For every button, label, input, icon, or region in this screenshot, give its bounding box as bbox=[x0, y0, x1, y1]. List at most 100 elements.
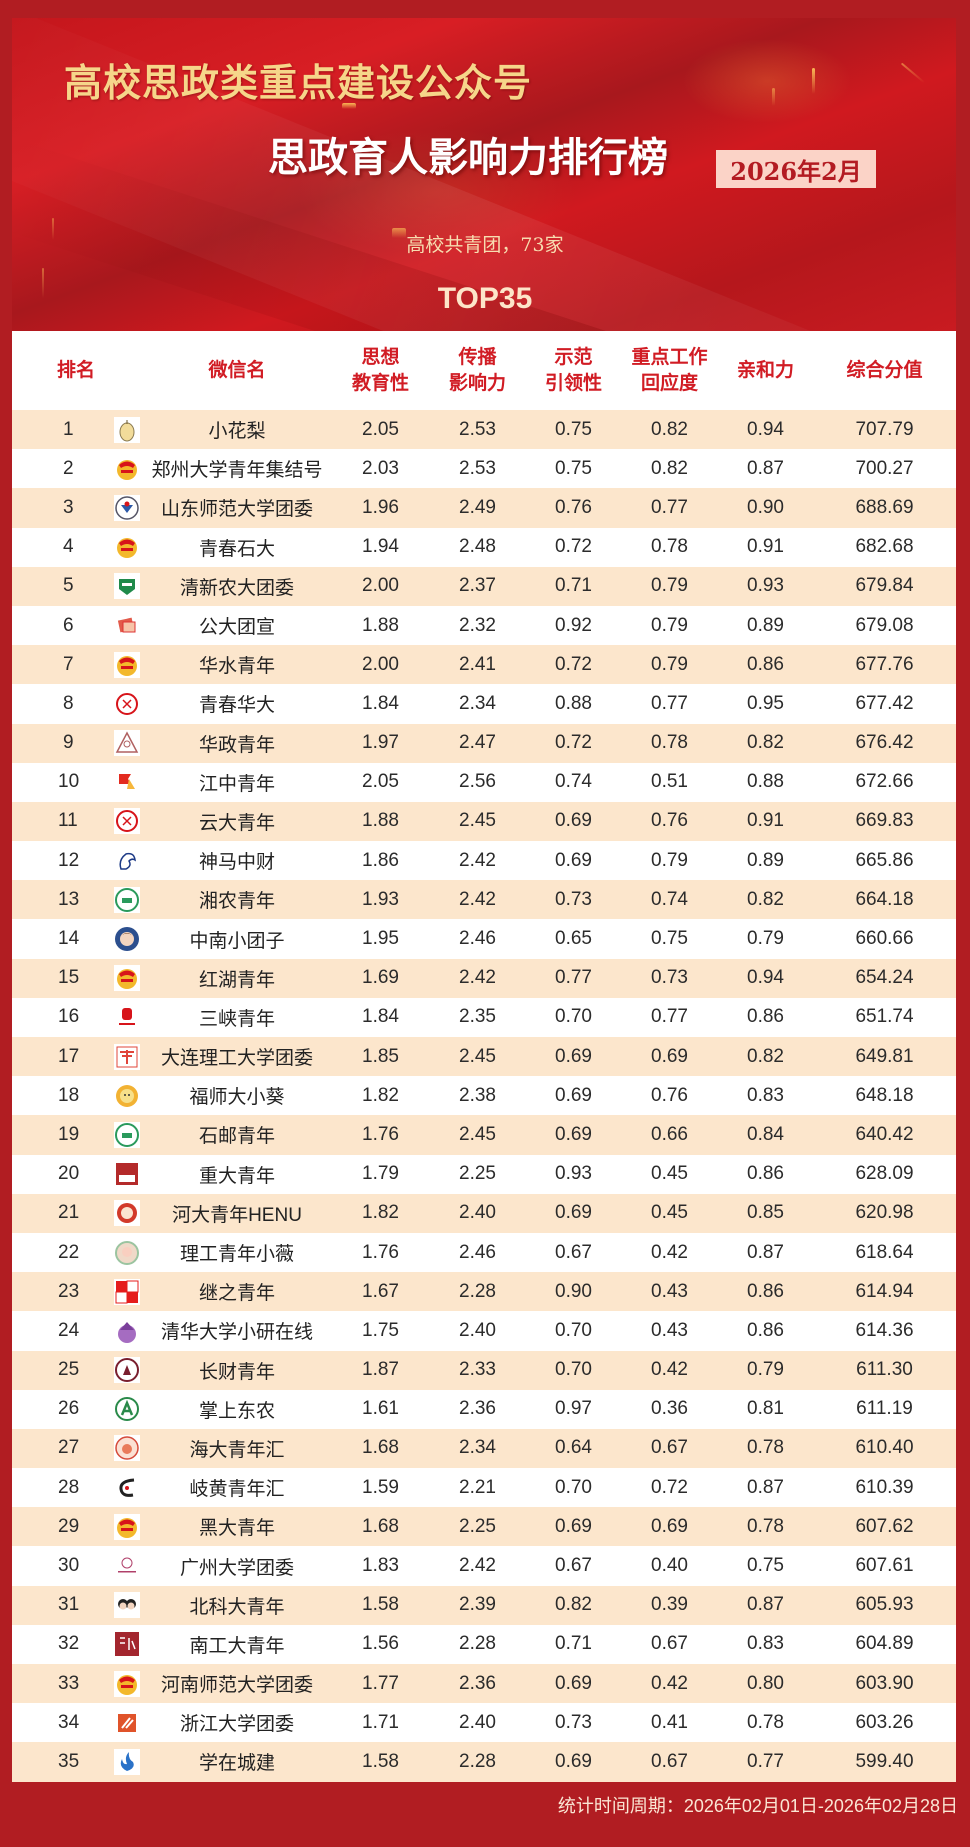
score-education: 1.56 bbox=[362, 1633, 399, 1655]
score-education: 1.67 bbox=[362, 1280, 399, 1302]
table-row: 35 学在城建 1.58 2.28 0.69 0.67 0.77 599.40 bbox=[12, 1742, 956, 1782]
score-influence: 2.41 bbox=[459, 653, 496, 675]
account-logo-cell bbox=[112, 567, 142, 606]
score-affinity: 0.83 bbox=[747, 1084, 784, 1106]
account-name: 华政青年 bbox=[198, 734, 275, 756]
score-total: 665.86 bbox=[855, 849, 914, 871]
score-education: 1.97 bbox=[362, 732, 399, 754]
score-leadership: 0.69 bbox=[555, 810, 592, 832]
score-response: 0.45 bbox=[651, 1202, 688, 1224]
score-influence: 2.45 bbox=[459, 810, 496, 832]
score-education: 1.71 bbox=[362, 1711, 399, 1733]
score-leadership: 0.97 bbox=[555, 1398, 592, 1420]
rank-cell: 14 bbox=[58, 928, 80, 950]
score-leadership: 0.64 bbox=[555, 1437, 592, 1459]
rank-cell: 24 bbox=[58, 1319, 80, 1341]
col-header-leadership: 示范 引领性 bbox=[526, 331, 621, 410]
rank-cell: 5 bbox=[63, 575, 74, 597]
score-influence: 2.46 bbox=[459, 1241, 496, 1263]
score-total: 688.69 bbox=[855, 496, 914, 518]
score-influence: 2.40 bbox=[459, 1711, 496, 1733]
account-name: 三峡青年 bbox=[198, 1008, 275, 1030]
col-header-influence: 传播 影响力 bbox=[429, 331, 526, 410]
col-header-rank: 排名 bbox=[12, 331, 112, 410]
score-education: 1.75 bbox=[362, 1319, 399, 1341]
score-education: 2.05 bbox=[362, 771, 399, 793]
score-influence: 2.46 bbox=[459, 928, 496, 950]
table-row: 8 青春华大 1.84 2.34 0.88 0.77 0.95 677.42 bbox=[12, 684, 956, 724]
table-row: 16 三峡青年 1.84 2.35 0.70 0.77 0.86 651.74 bbox=[12, 997, 956, 1037]
score-affinity: 0.89 bbox=[747, 614, 784, 636]
score-response: 0.82 bbox=[651, 418, 688, 440]
score-influence: 2.40 bbox=[459, 1319, 496, 1341]
score-leadership: 0.93 bbox=[555, 1163, 592, 1185]
account-name: 理工青年小薇 bbox=[179, 1244, 294, 1266]
rank-cell: 22 bbox=[58, 1241, 80, 1263]
ink-brush-icon bbox=[114, 1474, 140, 1501]
score-influence: 2.35 bbox=[459, 1006, 496, 1028]
account-logo-cell bbox=[112, 919, 142, 958]
table-row: 32 南工大青年 1.56 2.28 0.71 0.67 0.83 604.89 bbox=[12, 1624, 956, 1664]
table-row: 9 华政青年 1.97 2.47 0.72 0.78 0.82 676.42 bbox=[12, 723, 956, 763]
score-affinity: 0.86 bbox=[747, 1319, 784, 1341]
score-leadership: 0.71 bbox=[555, 1633, 592, 1655]
table-row: 12 神马中财 1.86 2.42 0.69 0.79 0.89 665.86 bbox=[12, 841, 956, 881]
account-logo-cell bbox=[112, 802, 142, 841]
score-response: 0.77 bbox=[651, 496, 688, 518]
score-leadership: 0.74 bbox=[555, 771, 592, 793]
score-total: 614.94 bbox=[855, 1280, 914, 1302]
score-total: 614.36 bbox=[855, 1319, 914, 1341]
score-affinity: 0.86 bbox=[747, 1280, 784, 1302]
score-influence: 2.53 bbox=[459, 457, 496, 479]
score-response: 0.43 bbox=[651, 1319, 688, 1341]
maroon-circle-seal-icon bbox=[114, 1357, 140, 1384]
score-affinity: 0.94 bbox=[747, 418, 784, 440]
score-total: 664.18 bbox=[855, 888, 914, 910]
table-row: 20 重大青年 1.79 2.25 0.93 0.45 0.86 628.09 bbox=[12, 1154, 956, 1194]
score-influence: 2.42 bbox=[459, 888, 496, 910]
score-affinity: 0.83 bbox=[747, 1633, 784, 1655]
score-response: 0.77 bbox=[651, 692, 688, 714]
score-response: 0.69 bbox=[651, 1045, 688, 1067]
red-calligraphy-icon bbox=[114, 1043, 140, 1070]
score-influence: 2.45 bbox=[459, 1045, 496, 1067]
table-row: 22 理工青年小薇 1.76 2.46 0.67 0.42 0.87 618.64 bbox=[12, 1232, 956, 1273]
green-circle-seal-icon bbox=[114, 1121, 140, 1148]
stat-period: 统计时间周期：2026年02月01日-2026年02月28日 bbox=[557, 1796, 958, 1816]
account-name: 小花梨 bbox=[208, 421, 266, 443]
rank-cell: 6 bbox=[63, 614, 74, 636]
score-education: 1.84 bbox=[362, 1006, 399, 1028]
table-row: 19 石邮青年 1.76 2.45 0.69 0.66 0.84 640.42 bbox=[12, 1115, 956, 1155]
rank-cell: 12 bbox=[58, 849, 80, 871]
score-leadership: 0.69 bbox=[555, 1123, 592, 1145]
score-total: 607.61 bbox=[855, 1555, 914, 1577]
score-response: 0.78 bbox=[651, 732, 688, 754]
account-name: 湘农青年 bbox=[198, 891, 275, 913]
table-row: 30 广州大学团委 1.83 2.42 0.67 0.40 0.75 607.61 bbox=[12, 1546, 956, 1586]
score-response: 0.77 bbox=[651, 1006, 688, 1028]
pear-mascot-icon bbox=[114, 416, 140, 443]
account-name: 福师大小葵 bbox=[189, 1087, 285, 1109]
score-leadership: 0.72 bbox=[555, 653, 592, 675]
score-total: 648.18 bbox=[855, 1084, 914, 1106]
score-affinity: 0.78 bbox=[747, 1437, 784, 1459]
account-logo-cell bbox=[112, 1507, 142, 1546]
score-leadership: 0.76 bbox=[555, 496, 592, 518]
score-education: 1.93 bbox=[362, 888, 399, 910]
account-name: 中南小团子 bbox=[189, 930, 285, 952]
score-influence: 2.49 bbox=[459, 496, 496, 518]
table-row: 3 山东师范大学团委 1.96 2.49 0.76 0.77 0.90 688.69 bbox=[12, 488, 956, 528]
rank-cell: 11 bbox=[58, 810, 78, 832]
account-name: 公大团宣 bbox=[198, 617, 275, 639]
score-influence: 2.21 bbox=[459, 1476, 496, 1498]
ranking-table-container: 排名 微信名 思想 教育性 传播 影响力 示范 引领性 重点工作 回应度 亲和力 综合分… bbox=[12, 331, 956, 1782]
score-total: 610.39 bbox=[855, 1476, 914, 1498]
rank-cell: 30 bbox=[58, 1555, 80, 1577]
score-total: 640.42 bbox=[855, 1123, 914, 1145]
score-education: 1.86 bbox=[362, 849, 399, 871]
score-leadership: 0.69 bbox=[555, 1045, 592, 1067]
score-influence: 2.42 bbox=[459, 967, 496, 989]
score-total: 669.83 bbox=[855, 810, 914, 832]
score-leadership: 0.90 bbox=[555, 1280, 592, 1302]
score-response: 0.42 bbox=[651, 1359, 688, 1381]
